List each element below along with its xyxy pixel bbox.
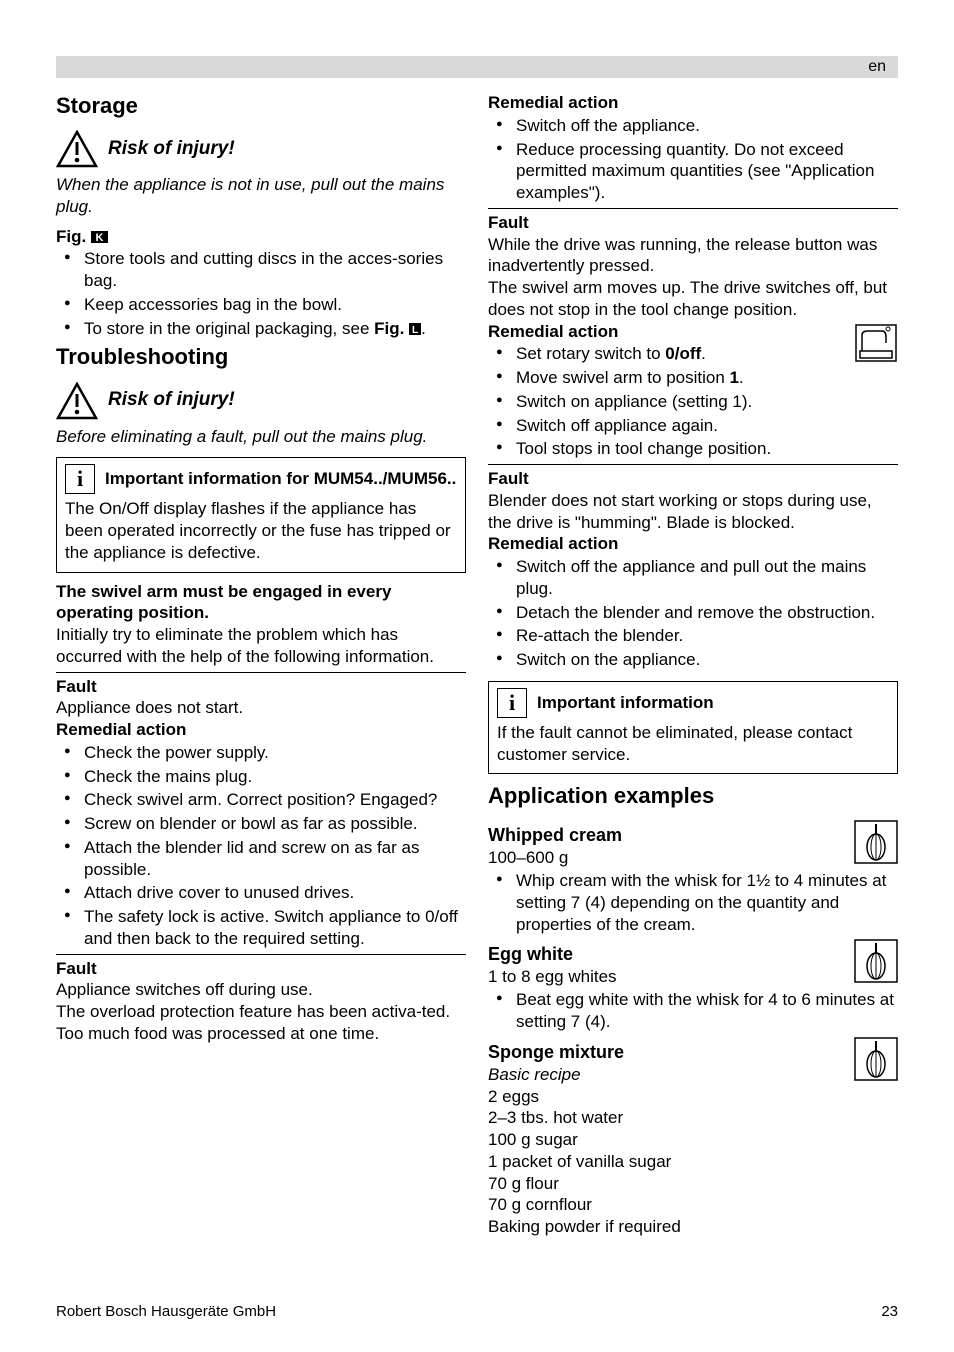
fault1-desc: Appliance does not start. <box>56 697 466 719</box>
footer-company: Robert Bosch Hausgeräte GmbH <box>56 1303 276 1320</box>
risk-of-injury-label: Risk of injury! <box>108 137 235 161</box>
sponge-sub: Basic recipe <box>488 1064 846 1086</box>
list-item: The safety lock is active. Switch applia… <box>56 906 466 950</box>
remedial1-list: Check the power supply. Check the mains … <box>56 742 466 950</box>
info-title: Important information <box>537 693 714 713</box>
whisk-icon <box>854 939 898 983</box>
fig-k-label: Fig. K <box>56 226 466 248</box>
whip-qty: 100–600 g <box>488 847 846 869</box>
list-item: Detach the blender and remove the obstru… <box>488 602 898 624</box>
fig-k-icon: K <box>91 231 108 243</box>
remedial-label: Remedial action <box>488 322 618 341</box>
list-item: Tool stops in tool change position. <box>488 438 898 460</box>
fig-l-icon: L <box>409 323 421 335</box>
troubleshooting-warning-text: Before eliminating a fault, pull out the… <box>56 426 466 448</box>
info-icon: i <box>497 688 527 718</box>
list-item: Attach the blender lid and screw on as f… <box>56 837 466 881</box>
storage-list: Store tools and cutting discs in the acc… <box>56 248 466 339</box>
list-item: Set rotary switch to 0/off. <box>488 343 898 365</box>
list-item: Check swivel arm. Correct position? Enga… <box>56 789 466 811</box>
info-box-mum: i Important information for MUM54../MUM5… <box>56 457 466 572</box>
info-title: Important information for MUM54../MUM56.… <box>105 469 456 489</box>
risk-of-injury-label: Risk of injury! <box>108 388 235 412</box>
egg-qty: 1 to 8 egg whites <box>488 966 846 988</box>
info-icon: i <box>65 464 95 494</box>
list-item: Re-attach the blender. <box>488 625 898 647</box>
sponge-line: 70 g cornflour <box>488 1194 898 1216</box>
list-item: Reduce processing quantity. Do not excee… <box>488 139 898 204</box>
svg-text:K: K <box>95 232 103 243</box>
fault-label: Fault <box>488 469 529 488</box>
faultC-desc: Blender does not start working or stops … <box>488 490 898 534</box>
sponge-line: 70 g flour <box>488 1173 898 1195</box>
fault2-body: The overload protection feature has been… <box>56 1001 466 1045</box>
list-item: Switch on appliance (setting 1). <box>488 391 898 413</box>
whipped-cream-heading: Whipped cream <box>488 824 846 847</box>
sponge-line: 1 packet of vanilla sugar <box>488 1151 898 1173</box>
remedialC-list: Switch off the appliance and pull out th… <box>488 556 898 671</box>
list-item: To store in the original packaging, see … <box>56 318 466 340</box>
svg-text:L: L <box>412 325 418 335</box>
swivel-arm-body: Initially try to eliminate the problem w… <box>56 624 466 668</box>
remedialA-list: Switch off the appliance. Reduce process… <box>488 115 898 204</box>
whisk-icon <box>854 1037 898 1081</box>
list-item: Switch off the appliance and pull out th… <box>488 556 898 600</box>
list-item: Attach drive cover to unused drives. <box>56 882 466 904</box>
info-body: If the fault cannot be eliminated, pleas… <box>497 722 889 766</box>
sponge-line: 2–3 tbs. hot water <box>488 1107 898 1129</box>
fault-label: Fault <box>488 213 529 232</box>
whip-list: Whip cream with the whisk for 1½ to 4 mi… <box>488 870 898 935</box>
header-bar: en <box>56 56 898 78</box>
language-indicator: en <box>868 58 886 76</box>
faultB-body: The swivel arm moves up. The drive switc… <box>488 277 898 321</box>
footer-page-number: 23 <box>881 1303 898 1320</box>
list-item: Beat egg white with the whisk for 4 to 6… <box>488 989 898 1033</box>
swivel-arm-note: The swivel arm must be engaged in every … <box>56 582 391 623</box>
list-item: Check the mains plug. <box>56 766 466 788</box>
remedial-label: Remedial action <box>488 93 618 112</box>
list-item: Move swivel arm to position 1. <box>488 367 898 389</box>
storage-warning-text: When the appliance is not in use, pull o… <box>56 174 466 218</box>
troubleshooting-heading: Troubleshooting <box>56 343 466 371</box>
page-footer: Robert Bosch Hausgeräte GmbH 23 <box>56 1303 898 1320</box>
fault-label: Fault <box>56 959 97 978</box>
egg-white-heading: Egg white <box>488 943 846 966</box>
fault2-desc: Appliance switches off during use. <box>56 979 466 1001</box>
right-column: Remedial action Switch off the appliance… <box>488 92 898 1238</box>
list-item: Store tools and cutting discs in the acc… <box>56 248 466 292</box>
sponge-line: Baking powder if required <box>488 1216 898 1238</box>
list-item: Check the power supply. <box>56 742 466 764</box>
list-item: Whip cream with the whisk for 1½ to 4 mi… <box>488 870 898 935</box>
remedial-label: Remedial action <box>56 720 186 739</box>
remedial-label: Remedial action <box>488 534 618 553</box>
fault-label: Fault <box>56 677 97 696</box>
application-examples-heading: Application examples <box>488 782 898 810</box>
left-column: Storage Risk of injury! When the applian… <box>56 92 466 1238</box>
faultB-desc: While the drive was running, the release… <box>488 234 898 278</box>
warning-icon <box>56 130 98 168</box>
list-item: Keep accessories bag in the bowl. <box>56 294 466 316</box>
egg-list: Beat egg white with the whisk for 4 to 6… <box>488 989 898 1033</box>
sponge-line: 100 g sugar <box>488 1129 898 1151</box>
list-item: Switch off appliance again. <box>488 415 898 437</box>
list-item: Switch on the appliance. <box>488 649 898 671</box>
sponge-line: 2 eggs <box>488 1086 898 1108</box>
warning-icon <box>56 382 98 420</box>
sponge-heading: Sponge mixture <box>488 1041 846 1064</box>
list-item: Switch off the appliance. <box>488 115 898 137</box>
list-item: Screw on blender or bowl as far as possi… <box>56 813 466 835</box>
storage-heading: Storage <box>56 92 466 120</box>
whisk-icon <box>854 820 898 864</box>
remedialB-list: Set rotary switch to 0/off. Move swivel … <box>488 343 898 460</box>
info-body: The On/Off display flashes if the applia… <box>65 498 457 563</box>
info-box-contact: i Important information If the fault can… <box>488 681 898 775</box>
